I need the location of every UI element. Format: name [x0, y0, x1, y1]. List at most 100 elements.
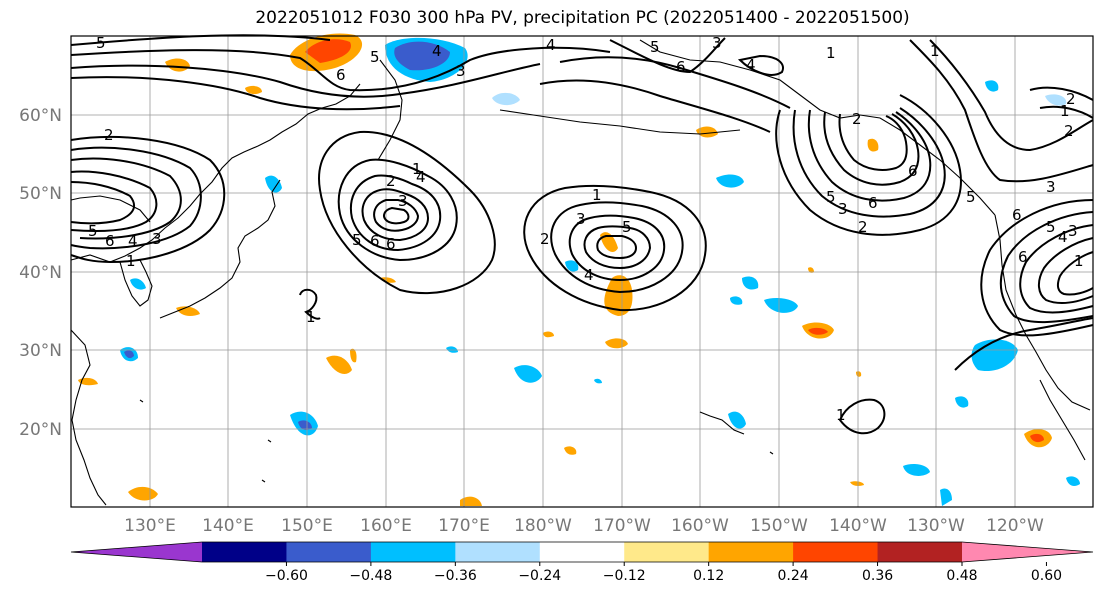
colorbar-swatch	[539, 542, 625, 562]
pv-contour	[838, 398, 886, 435]
precip-patch	[564, 446, 577, 455]
lon-label: 160°W	[671, 516, 729, 536]
precip-patch	[808, 327, 828, 335]
map-title: 2022051012 F030 300 hPa PV, precipitatio…	[255, 8, 910, 28]
colorbar-tick-label: −0.36	[434, 568, 477, 584]
coastlines	[70, 39, 1091, 506]
pv-contour	[823, 111, 920, 186]
precip-patch	[350, 348, 357, 363]
pv-contour	[838, 113, 908, 171]
coastline-aleutians	[499, 109, 741, 135]
contour-label: 2	[858, 218, 868, 236]
contour-label: 4	[416, 168, 426, 186]
longitude-labels: 130°E 140°E 150°E 160°E 170°E 180°W 170°…	[124, 516, 1044, 536]
contour-label: 3	[576, 210, 586, 228]
precip-patch	[394, 41, 450, 71]
contour-label: 1	[930, 42, 940, 60]
pv-contour	[568, 214, 666, 282]
pv-contour	[70, 157, 182, 240]
contour-label: 6	[105, 232, 115, 250]
map-frame	[70, 35, 1094, 508]
colorbar-swatch	[877, 542, 963, 562]
colorbar-tick-label: −0.24	[518, 568, 561, 584]
precip-patch	[176, 306, 200, 316]
contour-label: 6	[1018, 248, 1028, 266]
contour-label: 5	[1046, 218, 1056, 236]
lon-label: 150°E	[281, 516, 333, 536]
latitude-labels: 60°N 50°N 40°N 30°N 20°N	[19, 106, 62, 440]
pv-contours	[70, 34, 1094, 435]
pv-contour	[1056, 251, 1094, 296]
contour-label: 6	[908, 162, 918, 180]
contour-label: 2	[104, 126, 114, 144]
contour-label: 6	[676, 58, 686, 76]
lat-label: 40°N	[19, 263, 62, 283]
precip-patch	[730, 296, 743, 305]
lon-label: 120°W	[986, 516, 1044, 536]
pv-contour	[792, 107, 946, 218]
pv-contour	[929, 39, 1094, 152]
pv-contour	[999, 211, 1094, 324]
precip-patch	[245, 85, 262, 95]
colorbar-swatch	[455, 542, 541, 562]
pv-contour	[70, 170, 158, 233]
colorbar: −0.60 −0.48 −0.36 −0.24 −0.12 0.12 0.24 0.36 0.4…	[70, 541, 1094, 584]
precip-patch	[867, 138, 879, 152]
precip-patch	[985, 80, 999, 92]
pv-contour	[1039, 105, 1094, 119]
pv-contour	[70, 135, 226, 264]
precip-patch	[543, 331, 554, 338]
contour-label: 5	[650, 38, 660, 56]
precip-patch	[1030, 433, 1044, 443]
precip-patch	[1045, 94, 1067, 106]
colorbar-tick-label: 0.12	[693, 568, 724, 584]
lon-label: 140°E	[202, 516, 254, 536]
contour-label: 6	[386, 235, 396, 253]
coastline-baja	[1039, 379, 1086, 461]
pv-contour	[70, 146, 202, 250]
contour-label: 5	[622, 218, 632, 236]
precip-patch	[298, 420, 312, 430]
contour-label: 3	[712, 34, 722, 52]
contour-label: 2	[386, 172, 396, 190]
contour-label: 1	[126, 252, 136, 270]
contour-label: 6	[336, 66, 346, 84]
precip-patch	[764, 298, 798, 313]
precip-patch	[1066, 476, 1080, 486]
contour-label: 2	[852, 110, 862, 128]
pv-contour	[70, 34, 331, 46]
contour-label: 3	[456, 62, 466, 80]
precip-patch	[124, 350, 134, 359]
precip-patch	[460, 496, 482, 506]
pv-contour	[299, 288, 321, 320]
pv-contour	[596, 235, 638, 260]
pv-contour	[559, 56, 791, 109]
colorbar-tick-label: 0.36	[862, 568, 893, 584]
colorbar-extend-low	[71, 542, 202, 562]
contour-label: 2	[1064, 122, 1074, 140]
contour-label: 5	[370, 48, 380, 66]
precip-patch	[265, 175, 282, 193]
pv-contour	[980, 199, 1094, 337]
pv-contour	[1029, 86, 1094, 101]
pv-contour	[807, 109, 932, 202]
contour-label: 1	[306, 308, 316, 326]
pv-contour	[550, 201, 684, 294]
contour-label: 3	[838, 200, 848, 218]
precip-patch	[492, 92, 520, 106]
precip-patch	[130, 278, 146, 290]
coastline-asia	[70, 83, 361, 263]
pv-contour	[337, 158, 458, 262]
contour-label: 5	[966, 188, 976, 206]
coastline-islands	[139, 399, 774, 483]
colorbar-tick-label: −0.48	[349, 568, 392, 584]
precip-patch	[856, 371, 862, 377]
contour-label: 2	[1066, 90, 1076, 108]
lat-label: 60°N	[19, 106, 62, 126]
contour-label: 1	[1060, 102, 1070, 120]
contour-label: 6	[1012, 206, 1022, 224]
precip-patch	[955, 396, 969, 408]
contour-label: 4	[1058, 228, 1068, 246]
pv-contour	[1038, 237, 1094, 304]
contour-label: 1	[412, 160, 422, 178]
